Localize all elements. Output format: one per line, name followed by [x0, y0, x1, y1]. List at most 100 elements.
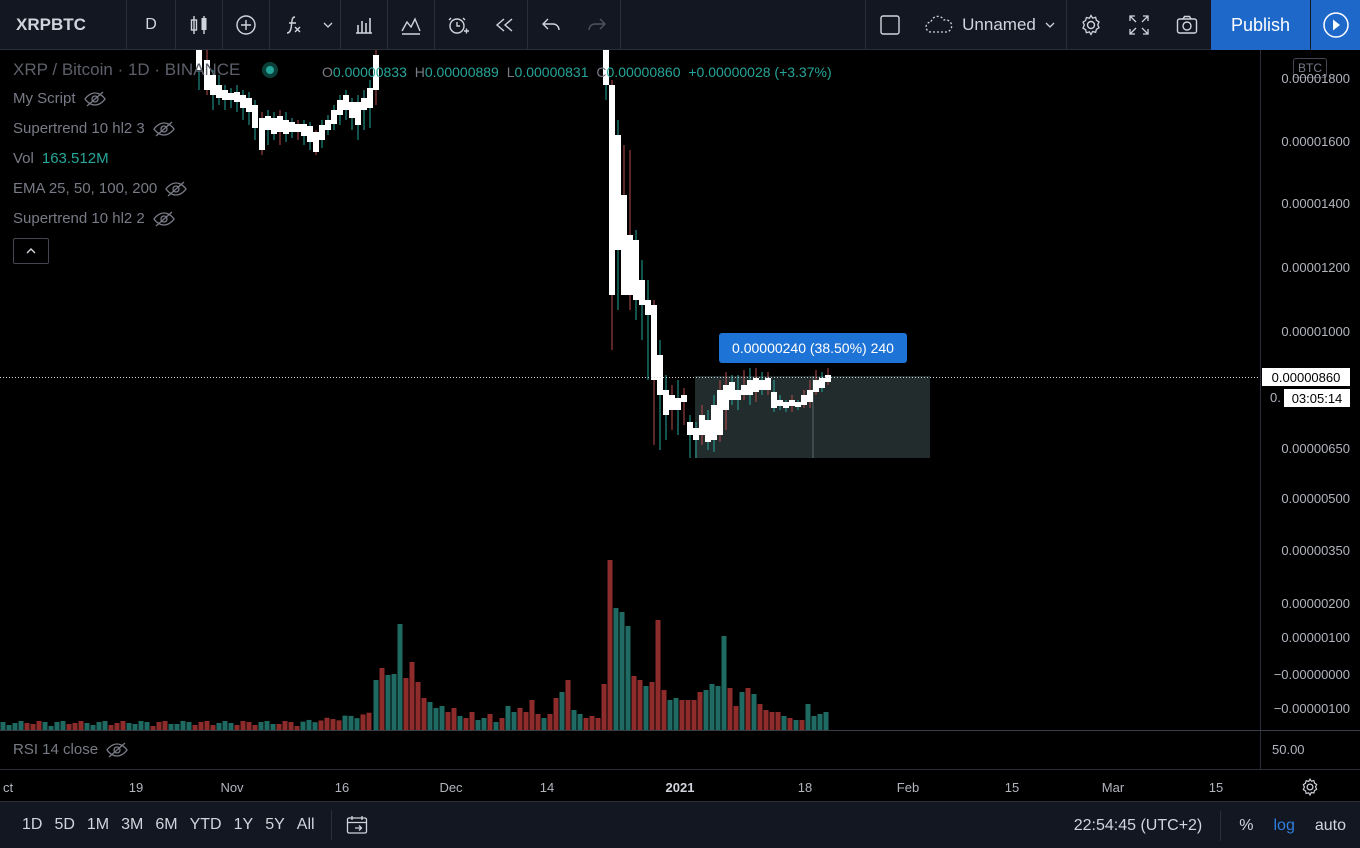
snapshot-button[interactable] [1163, 0, 1211, 50]
range-3m-button[interactable]: 3M [121, 816, 144, 833]
volume-bar [823, 712, 829, 730]
volume-bar [661, 690, 667, 730]
change-value: +0.00000028 (+3.37%) [688, 64, 832, 80]
chart-type-button[interactable] [176, 0, 222, 50]
candle-body [813, 380, 819, 392]
range-ytd-button[interactable]: YTD [189, 816, 222, 833]
volume-bar [751, 694, 757, 730]
fullscreen-button[interactable] [1115, 0, 1163, 50]
symbol-legend[interactable]: XRP / Bitcoin · 1D · BINANCE [13, 60, 279, 80]
indicators-button[interactable] [270, 0, 316, 50]
financials-button[interactable] [341, 0, 387, 50]
candle-body [807, 390, 813, 402]
high-label: H [414, 64, 425, 80]
indicator-legend-my-script[interactable]: My Script [13, 90, 106, 107]
candle-body [663, 390, 669, 415]
volume-bar [288, 722, 294, 730]
volume-bar [439, 706, 445, 730]
candle-body [307, 126, 313, 142]
volume-bar [348, 715, 354, 730]
volume-bar [186, 722, 192, 730]
percent-scale-toggle[interactable]: % [1239, 816, 1254, 834]
log-scale-toggle[interactable]: log [1273, 816, 1295, 834]
indicator-legend-supertrend-2[interactable]: Supertrend 10 hl2 2 [13, 210, 175, 227]
replay-button[interactable] [481, 0, 527, 50]
rsi-legend[interactable]: RSI 14 close [13, 741, 128, 758]
volume-bar [270, 724, 276, 730]
candle-body [289, 122, 295, 132]
interval-button[interactable]: D [145, 15, 157, 33]
volume-bar [258, 722, 264, 730]
gear-icon[interactable] [1300, 777, 1320, 797]
goto-date-button[interactable] [332, 802, 382, 848]
range-1y-button[interactable]: 1Y [233, 816, 254, 833]
eye-off-icon[interactable] [106, 742, 128, 758]
volume-bar [631, 676, 637, 730]
redo-button[interactable] [574, 0, 620, 50]
eye-off-icon[interactable] [152, 211, 175, 227]
volume-bar [715, 686, 721, 730]
volume-bar [162, 721, 168, 730]
replay-play-button[interactable] [1311, 0, 1360, 50]
volume-bar [457, 716, 463, 730]
volume-bar [421, 698, 427, 730]
candle-body [204, 60, 210, 90]
fullscreen-layout-button[interactable] [866, 0, 914, 50]
volume-bar [733, 706, 739, 730]
layout-name-button[interactable]: Unnamed [914, 0, 1066, 50]
volume-bar [342, 715, 348, 730]
eye-off-icon[interactable] [83, 91, 106, 107]
volume-bar [799, 720, 805, 730]
volume-bar [703, 690, 709, 730]
volume-bar [613, 608, 619, 730]
publish-button[interactable]: Publish [1211, 0, 1310, 50]
candle-body [747, 380, 753, 395]
eye-off-icon[interactable] [165, 181, 188, 197]
volume-bar [817, 714, 823, 730]
currency-badge[interactable]: BTC [1293, 58, 1327, 78]
compare-button[interactable] [223, 0, 269, 50]
volume-bar [571, 710, 577, 730]
volume-bar [174, 724, 180, 730]
volume-bar [409, 662, 415, 730]
candle-body [699, 415, 705, 435]
candle-body [705, 420, 711, 442]
chart-canvas[interactable] [0, 50, 1360, 770]
candle-body [301, 124, 307, 136]
range-5d-button[interactable]: 5D [54, 816, 75, 833]
eye-off-icon[interactable] [152, 121, 175, 137]
settings-button[interactable] [1067, 0, 1115, 50]
range-1d-button[interactable]: 1D [22, 816, 43, 833]
chart-pane[interactable] [0, 50, 1360, 770]
templates-button[interactable] [388, 0, 434, 50]
collapse-legend-button[interactable] [13, 238, 49, 264]
range-6m-button[interactable]: 6M [155, 816, 178, 833]
undo-button[interactable] [528, 0, 574, 50]
range-all-button[interactable]: All [296, 816, 315, 833]
indicators-dropdown[interactable] [316, 0, 340, 50]
candle-body [675, 398, 681, 410]
volume-bar [282, 721, 288, 730]
volume-bar [463, 718, 469, 730]
range-1m-button[interactable]: 1M [86, 816, 110, 833]
timezone-clock[interactable]: 22:54:45 (UTC+2) [1073, 816, 1203, 834]
candle-body [361, 98, 367, 110]
candle-body [795, 402, 801, 407]
volume-bar [697, 692, 703, 730]
volume-bar [90, 725, 96, 730]
indicator-legend-ema[interactable]: EMA 25, 50, 100, 200 [13, 180, 188, 197]
candle-body [228, 93, 234, 100]
auto-scale-toggle[interactable]: auto [1314, 816, 1346, 834]
alert-button[interactable] [435, 0, 481, 50]
volume-bar [192, 725, 198, 730]
symbol-search-button[interactable]: XRPBTC [16, 14, 86, 34]
volume-bar [475, 720, 481, 730]
indicator-legend-supertrend-3[interactable]: Supertrend 10 hl2 3 [13, 120, 175, 137]
price-tick: −0.00000100 [1273, 701, 1350, 716]
candle-body [615, 135, 621, 250]
volume-bar [619, 612, 625, 730]
candle-body [621, 195, 627, 295]
close-value: 0.00000860 [606, 64, 681, 80]
range-5y-button[interactable]: 5Y [265, 816, 285, 833]
indicator-legend-volume[interactable]: Vol 163.512M [13, 150, 109, 167]
